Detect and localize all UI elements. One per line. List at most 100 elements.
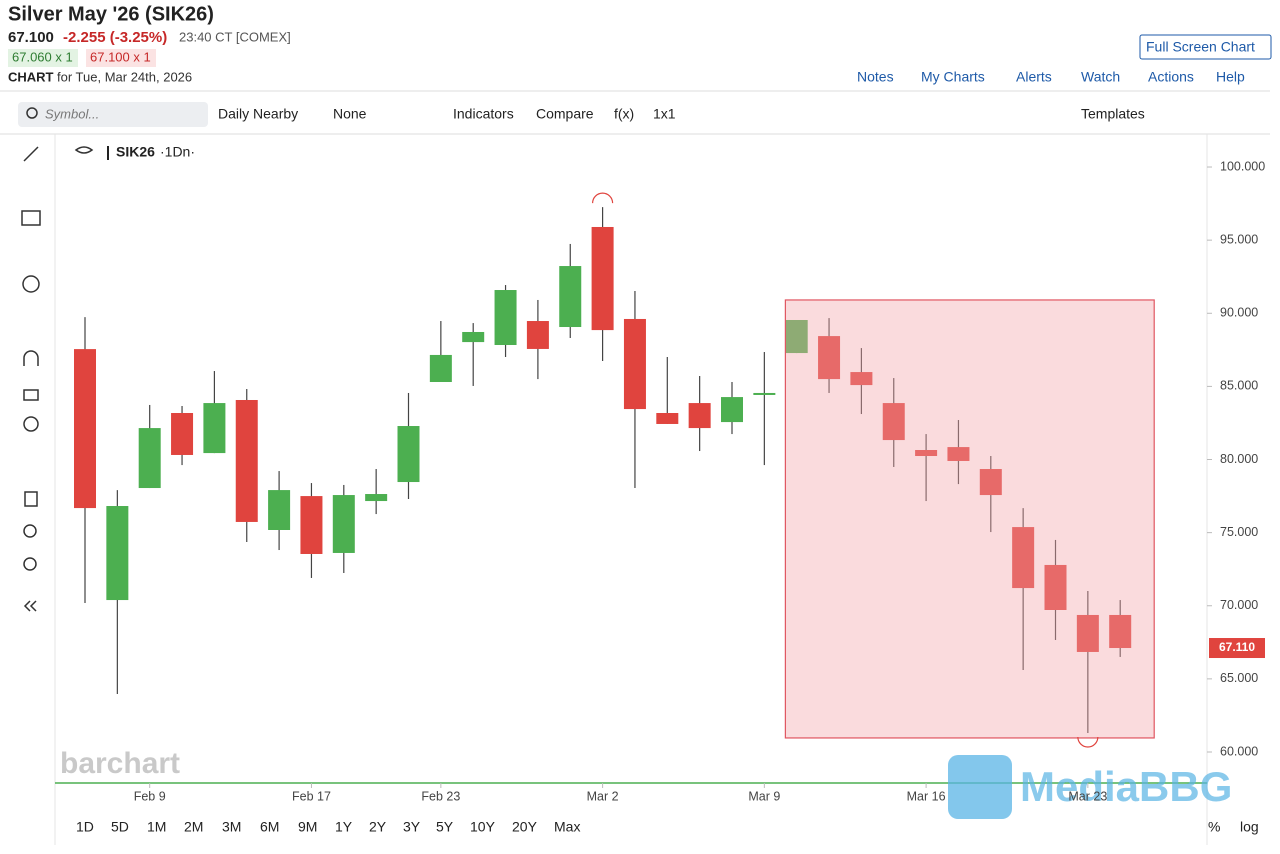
last-price-label: 67.110 (1219, 640, 1255, 654)
tool-magnet[interactable] (23, 350, 39, 366)
range-button[interactable]: 2Y (369, 819, 387, 835)
range-button[interactable]: 3M (222, 819, 241, 835)
toolbar-item[interactable]: Daily Nearby (218, 106, 298, 122)
tool-zoom-in[interactable] (23, 524, 37, 538)
nav-link[interactable]: Watch (1081, 69, 1120, 85)
symbol-search[interactable] (18, 102, 208, 127)
candle-body (74, 349, 96, 509)
ask-bg (86, 49, 156, 67)
candle-body (818, 336, 841, 380)
title: Silver May '26 (SIK26) (8, 3, 214, 25)
y-tick-label: 65.000 (1220, 671, 1258, 685)
log-toggle[interactable]: log (1240, 819, 1259, 835)
candle-body (721, 397, 743, 423)
candle-body (1012, 527, 1035, 589)
legend-symbol: SIK26 (116, 144, 155, 160)
y-tick-label: 85.000 (1220, 379, 1258, 393)
y-tick-label: 100.000 (1220, 159, 1265, 173)
symbol-placeholder[interactable]: Symbol... (45, 106, 99, 121)
toolbar-item[interactable]: None (333, 106, 367, 122)
watermark-logo (948, 755, 1012, 819)
chart-date: for Tue, Mar 24th, 2026 (57, 69, 192, 84)
x-tick-label: Mar 9 (748, 789, 780, 803)
x-tick-label: Feb 17 (292, 789, 331, 803)
full-screen-label[interactable]: Full Screen Chart (1146, 39, 1255, 55)
range-button[interactable]: 9M (298, 819, 317, 835)
candle-body (656, 413, 679, 424)
candle-body (332, 495, 355, 553)
visibility-icon[interactable] (74, 146, 94, 154)
range-button[interactable]: 5Y (436, 819, 454, 835)
candle-body (623, 318, 646, 410)
toolbar-item[interactable]: f(x) (614, 106, 634, 122)
watermark: barchart (60, 747, 180, 780)
nav-link[interactable]: Help (1216, 69, 1245, 85)
percent-toggle[interactable]: % (1208, 819, 1220, 835)
range-button[interactable]: 10Y (470, 819, 496, 835)
candle-body (106, 506, 129, 601)
candle-body (753, 392, 776, 395)
range-button[interactable]: 3Y (403, 819, 421, 835)
nav-link[interactable]: Alerts (1016, 69, 1052, 85)
y-tick-label: 80.000 (1220, 452, 1258, 466)
range-button[interactable]: Max (554, 819, 580, 835)
highlight-box (784, 299, 1155, 739)
search-icon (26, 107, 38, 119)
tool-lock[interactable] (23, 389, 39, 401)
x-tick-label: Feb 9 (134, 789, 166, 803)
templates[interactable]: Templates (1081, 106, 1145, 122)
candle-body (559, 266, 582, 328)
candle-body (494, 290, 517, 346)
last-price-tag (1209, 638, 1265, 659)
nav-link[interactable]: My Charts (921, 69, 985, 85)
bid-bg (8, 49, 78, 67)
candle-body (365, 494, 388, 502)
tool-undo[interactable] (23, 416, 39, 432)
y-tick-label: 95.000 (1220, 232, 1258, 246)
full-screen-button[interactable] (1139, 34, 1272, 60)
low-marker (1077, 736, 1099, 748)
tool-line[interactable] (23, 146, 39, 162)
toolbar-item[interactable]: Indicators (453, 106, 514, 122)
candle-body (1076, 614, 1099, 652)
candle-body (429, 354, 452, 383)
range-button[interactable]: 2M (184, 819, 203, 835)
last-price: 67.100 (8, 29, 54, 46)
candle-body (591, 226, 614, 331)
candle-body (785, 319, 808, 354)
candle-body (268, 490, 291, 531)
candle-body (138, 428, 161, 489)
candle-body (882, 403, 905, 441)
high-marker (592, 192, 614, 204)
candle-body (1109, 614, 1132, 649)
range-button[interactable]: 1M (147, 819, 166, 835)
toolbar-item[interactable]: 1x1 (653, 106, 676, 122)
range-button[interactable]: 1Y (335, 819, 353, 835)
y-tick-label: 90.000 (1220, 306, 1258, 320)
tool-rect[interactable] (21, 210, 41, 226)
x-tick-label: Mar 2 (587, 789, 619, 803)
tool-count[interactable] (22, 275, 40, 293)
tool-delete[interactable] (24, 491, 38, 507)
watermark: MediaBBG (1020, 763, 1232, 810)
candle-body (915, 450, 938, 457)
nav-link[interactable]: Actions (1148, 69, 1194, 85)
left-toolbar (21, 146, 41, 612)
tool-collapse[interactable] (23, 600, 37, 612)
tool-zoom-out[interactable] (23, 557, 37, 571)
nav-link[interactable]: Notes (857, 69, 894, 85)
x-tick-label: Mar 16 (907, 789, 946, 803)
range-button[interactable]: 5D (111, 819, 129, 835)
range-button[interactable]: 6M (260, 819, 279, 835)
range-button[interactable]: 20Y (512, 819, 538, 835)
y-tick-label: 75.000 (1220, 525, 1258, 539)
candle-body (462, 331, 485, 343)
bid: 67.060 x 1 (12, 49, 73, 64)
candle-body (850, 372, 873, 386)
toolbar-item[interactable]: Compare (536, 106, 594, 122)
candle-body (526, 321, 549, 349)
candle-body (1044, 564, 1067, 610)
range-button[interactable]: 1D (76, 819, 94, 835)
legend-interval: ·1Dn· (160, 144, 195, 160)
x-tick-label: Mar 23 (1068, 789, 1107, 803)
